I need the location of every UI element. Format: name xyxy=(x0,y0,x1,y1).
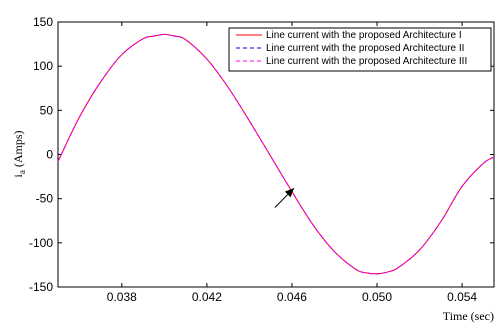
legend-box xyxy=(228,27,492,72)
x-tick-label: 0.042 xyxy=(192,290,222,304)
legend-label-2: Line current with the proposed Architect… xyxy=(266,43,464,54)
y-tick-label: 50 xyxy=(40,103,54,117)
y-tick-label: -50 xyxy=(36,192,54,206)
legend-label-1: Line current with the proposed Architect… xyxy=(266,30,462,41)
series-line-3 xyxy=(57,33,495,275)
x-axis: 0.038 0.042 0.046 0.050 0.054 xyxy=(107,22,477,304)
y-axis-label-unit: (Amps) xyxy=(11,130,25,167)
series-layer xyxy=(57,33,495,275)
annotation-layer xyxy=(274,187,295,208)
y-tick-label: -150 xyxy=(29,280,53,294)
x-axis-label: Time (sec) xyxy=(443,309,494,323)
y-tick-label: 100 xyxy=(33,59,53,73)
annotation-arrow-head xyxy=(284,188,295,198)
y-tick-label: -100 xyxy=(29,236,53,250)
y-tick-label: 0 xyxy=(46,148,53,162)
x-tick-label: 0.046 xyxy=(277,290,307,304)
y-axis: 150 100 50 0 -50 -100 -150 xyxy=(29,15,494,294)
legend-label-3: Line current with the proposed Architect… xyxy=(266,56,467,67)
y-axis-label-subscript: a xyxy=(17,170,27,174)
y-tick-label: 150 xyxy=(33,15,53,29)
legend: Line current with the proposed Architect… xyxy=(228,27,492,72)
x-tick-label: 0.054 xyxy=(447,290,477,304)
y-axis-label-main: i xyxy=(11,174,25,178)
y-axis-label: ia (Amps) xyxy=(11,130,27,177)
x-tick-label: 0.038 xyxy=(107,290,137,304)
x-tick-label: 0.050 xyxy=(362,290,392,304)
